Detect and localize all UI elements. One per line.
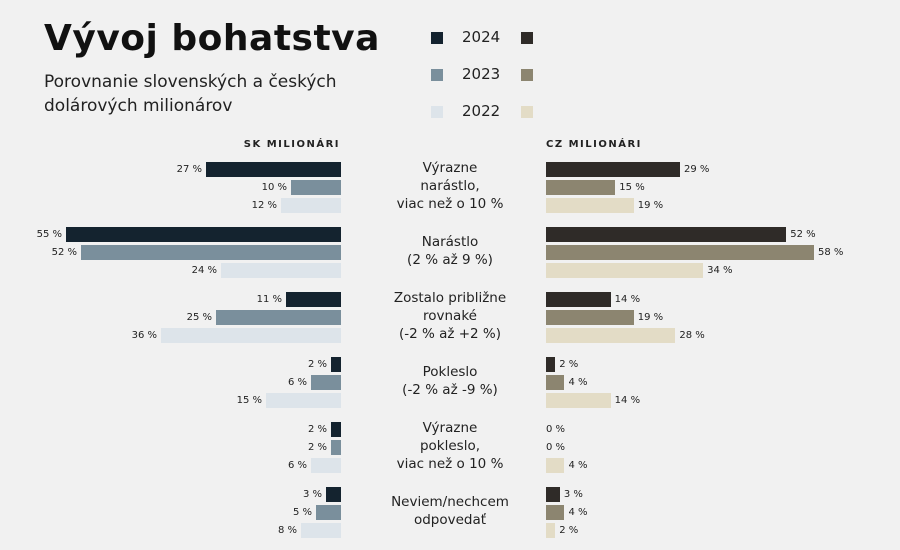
bar-cz-2023 [546, 310, 634, 325]
category-label: Pokleslo (-2 % až -9 %) [402, 364, 498, 398]
value-label: 24 % [191, 265, 217, 276]
value-label: 52 % [790, 229, 816, 240]
chart-subtitle: Porovnanie slovenských a českých dolárov… [44, 72, 337, 116]
value-label: 2 % [307, 442, 327, 453]
bar-sk-2023 [311, 375, 341, 390]
value-label: 6 % [287, 460, 307, 471]
value-label: 11 % [256, 294, 282, 305]
value-label: 27 % [176, 164, 202, 175]
bar-cz-2024 [546, 292, 611, 307]
bar-sk-2022 [281, 198, 341, 213]
cz-panel-title: CZ MILIONÁRI [546, 139, 642, 150]
bar-cz-2024 [546, 227, 787, 242]
bar-cz-2023 [546, 245, 814, 260]
value-label: 3 % [302, 489, 322, 500]
bar-cz-2024 [546, 162, 680, 177]
bar-sk-2022 [311, 458, 341, 473]
value-label: 55 % [36, 229, 62, 240]
value-label: 25 % [186, 312, 212, 323]
value-label: 4 % [568, 460, 588, 471]
bar-cz-2022 [546, 263, 704, 278]
bar-cz-2024 [546, 487, 560, 502]
value-label: 2 % [307, 424, 327, 435]
bar-cz-2023 [546, 375, 565, 390]
value-label: 29 % [683, 164, 710, 175]
bar-sk-2023 [81, 245, 341, 260]
legend-swatch-sk [431, 106, 443, 118]
value-label: 19 % [637, 200, 664, 211]
bar-sk-2024 [326, 487, 341, 502]
bar-sk-2024 [286, 292, 341, 307]
value-label: 34 % [707, 265, 733, 276]
value-label: 14 % [614, 294, 641, 305]
legend-swatch-cz [521, 106, 533, 118]
category-label: Výrazne narástlo, viac než o 10 % [396, 160, 504, 212]
legend-swatch-sk [431, 32, 443, 44]
legend-swatch-cz [521, 69, 533, 81]
bar-sk-2024 [66, 227, 341, 242]
legend-swatch-cz [521, 32, 533, 44]
value-label: 8 % [277, 525, 297, 536]
bar-cz-2022 [546, 458, 565, 473]
bar-sk-2024 [206, 162, 341, 177]
value-label: 12 % [251, 200, 277, 211]
legend-label: 2023 [462, 65, 501, 83]
value-label: 4 % [568, 377, 588, 388]
category-label: Výrazne pokleslo, viac než o 10 % [396, 420, 504, 472]
bar-sk-2022 [221, 263, 341, 278]
bar-sk-2023 [291, 180, 341, 195]
value-label: 6 % [287, 377, 307, 388]
bar-cz-2024 [546, 357, 556, 372]
value-label: 4 % [568, 507, 588, 518]
bar-sk-2023 [331, 440, 341, 455]
bar-cz-2022 [546, 523, 556, 538]
bar-cz-2022 [546, 328, 676, 343]
value-label: 5 % [292, 507, 312, 518]
bar-cz-2022 [546, 393, 611, 408]
value-label: 15 % [619, 182, 645, 193]
value-label: 10 % [261, 182, 287, 193]
value-label: 2 % [559, 525, 579, 536]
value-label: 0 % [546, 424, 566, 435]
value-label: 19 % [637, 312, 664, 323]
bar-sk-2022 [161, 328, 341, 343]
value-label: 3 % [563, 489, 583, 500]
category-label: Narástlo (2 % až 9 %) [407, 234, 493, 268]
sk-panel-title: SK MILIONÁRI [243, 139, 340, 150]
legend-swatch-sk [431, 69, 443, 81]
bar-sk-2024 [331, 422, 341, 437]
value-label: 14 % [614, 395, 641, 406]
category-label: Zostalo približne rovnaké (-2 % až +2 %) [393, 290, 507, 342]
value-label: 2 % [307, 359, 327, 370]
bar-sk-2022 [266, 393, 341, 408]
value-label: 28 % [679, 330, 705, 341]
legend-label: 2022 [462, 102, 501, 120]
category-label: Neviem/nechcem odpovedať [391, 494, 509, 528]
bar-sk-2023 [316, 505, 341, 520]
value-label: 0 % [546, 442, 566, 453]
bar-sk-2022 [301, 523, 341, 538]
bar-cz-2022 [546, 198, 634, 213]
bar-sk-2023 [216, 310, 341, 325]
value-label: 2 % [559, 359, 579, 370]
value-label: 58 % [817, 247, 844, 258]
value-label: 52 % [51, 247, 77, 258]
value-label: 36 % [131, 330, 157, 341]
bar-cz-2023 [546, 180, 616, 195]
value-label: 15 % [236, 395, 262, 406]
legend-label: 2024 [462, 28, 501, 46]
chart-title: Vývoj bohatstva [44, 18, 380, 59]
bar-cz-2023 [546, 505, 565, 520]
bar-sk-2024 [331, 357, 341, 372]
